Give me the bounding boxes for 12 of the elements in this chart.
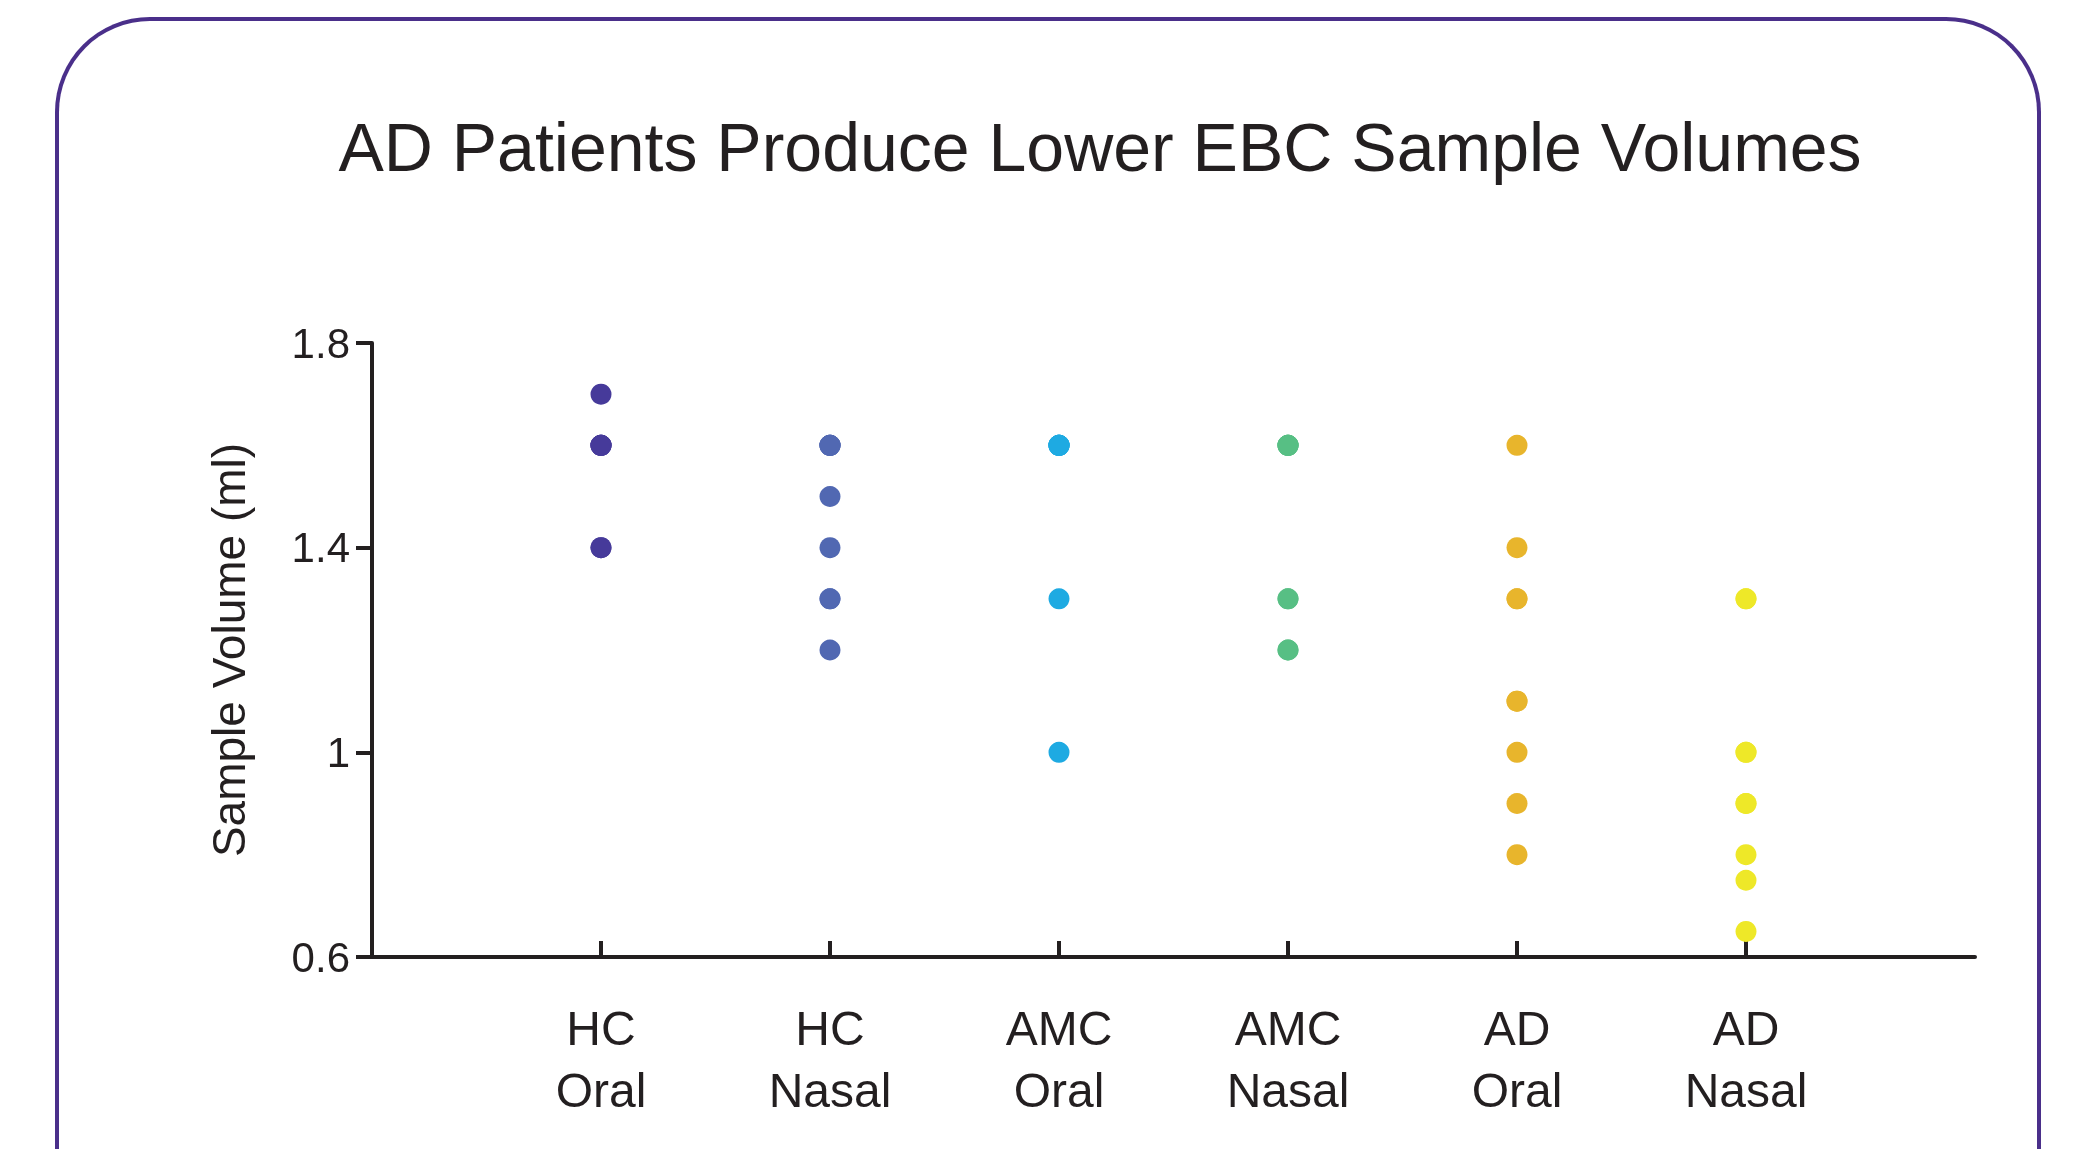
x-tick-label: HC Nasal bbox=[768, 1001, 892, 1117]
x-tick-label: HC Oral bbox=[555, 1001, 647, 1117]
y-tick-label: 1.4 bbox=[291, 524, 350, 572]
x-tick-label: AD Oral bbox=[1471, 1001, 1563, 1117]
y-tick-label: 1.8 bbox=[291, 319, 350, 367]
x-tick-label: AMC Nasal bbox=[1226, 1001, 1350, 1117]
y-tick-label: 1 bbox=[326, 728, 350, 776]
chart-title: AD Patients Produce Lower EBC Sample Volumes bbox=[338, 109, 1862, 185]
y-axis-title: Sample Volume (ml) bbox=[203, 442, 255, 858]
x-tick-label: AD Nasal bbox=[1684, 1001, 1808, 1117]
x-tick-label: AMC Oral bbox=[1005, 1001, 1113, 1117]
y-tick-label: 0.6 bbox=[291, 933, 350, 981]
